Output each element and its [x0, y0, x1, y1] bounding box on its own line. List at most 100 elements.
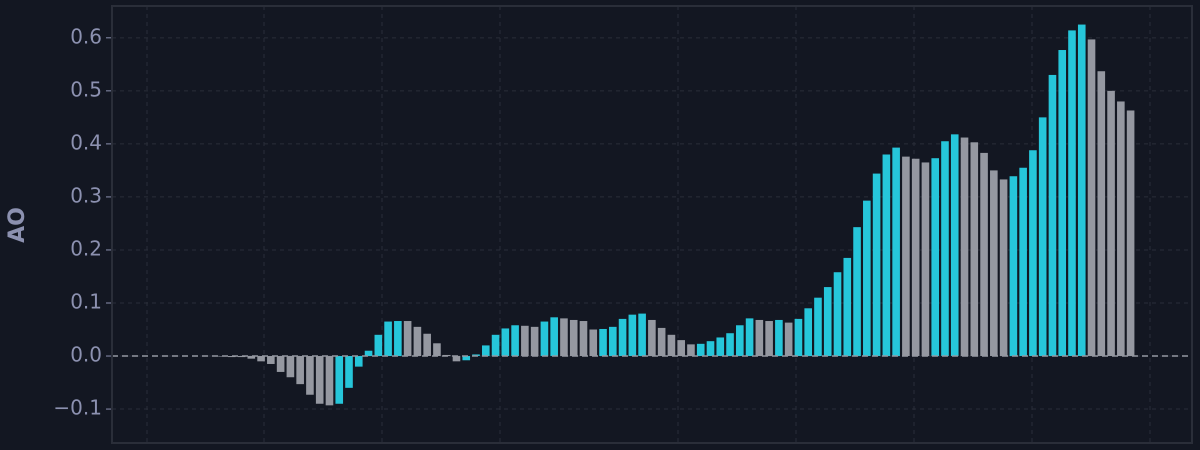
bar: [911, 158, 920, 357]
bar: [315, 356, 324, 404]
bar: [716, 337, 725, 357]
bar: [345, 356, 353, 388]
bar: [950, 134, 959, 357]
bar: [247, 356, 256, 359]
bar: [1048, 74, 1057, 357]
bar: [394, 321, 402, 357]
bar: [491, 334, 500, 357]
bar: [970, 142, 979, 357]
bar: [941, 141, 949, 357]
bar: [863, 200, 871, 357]
bar: [306, 356, 314, 395]
bar: [999, 179, 1008, 357]
bar: [325, 356, 334, 406]
bar: [618, 318, 627, 357]
bar: [1068, 30, 1076, 357]
bar: [980, 152, 988, 357]
bar: [423, 333, 431, 357]
bar: [1087, 39, 1096, 357]
x-grid: [146, 6, 1151, 443]
bar: [902, 156, 910, 357]
bar: [960, 137, 969, 357]
bar: [696, 343, 705, 357]
bar: [755, 319, 764, 357]
bar: [1058, 50, 1067, 357]
y-tick-label: 0.0: [70, 343, 102, 367]
bar: [1009, 176, 1018, 357]
bar: [560, 318, 568, 357]
bar: [257, 356, 265, 362]
bar: [931, 158, 940, 357]
bar: [843, 257, 852, 357]
bar: [784, 322, 793, 357]
bar: [521, 325, 529, 357]
bar: [540, 321, 549, 357]
bar: [726, 333, 734, 357]
bar: [227, 356, 236, 358]
bar: [823, 287, 832, 357]
bar: [481, 345, 490, 357]
bar: [706, 341, 715, 357]
bar: [530, 326, 539, 357]
bar: [804, 308, 812, 357]
y-tick-label: −0.1: [53, 396, 102, 420]
bar: [1019, 167, 1027, 357]
bar: [296, 356, 304, 385]
bar: [628, 314, 637, 357]
bar: [736, 325, 744, 357]
bar: [433, 343, 441, 357]
bar: [765, 321, 773, 357]
y-tick-label: 0.6: [70, 24, 102, 48]
bar: [569, 319, 578, 357]
y-tick-label: 0.3: [70, 183, 102, 207]
plot-border: [111, 5, 1193, 444]
bar: [413, 326, 422, 357]
y-axis-label: AO: [5, 207, 30, 243]
bar: [648, 319, 656, 357]
bar: [1126, 110, 1135, 357]
bar: [775, 319, 783, 357]
bar: [462, 356, 471, 361]
bar: [452, 356, 461, 362]
bar: [814, 297, 822, 357]
y-tick-label: 0.5: [70, 77, 102, 101]
bar: [745, 318, 754, 357]
y-tick-label: 0.1: [70, 289, 102, 313]
bar: [472, 354, 480, 357]
bar: [550, 317, 558, 357]
bar: [599, 328, 607, 357]
bar: [1107, 90, 1115, 357]
bar: [384, 321, 392, 357]
bar: [364, 350, 373, 357]
bar: [677, 340, 685, 357]
bar: [511, 325, 519, 357]
bar: [833, 272, 842, 357]
bar: [921, 162, 930, 357]
bar: [853, 227, 861, 357]
bar: [1038, 117, 1047, 357]
bar: [267, 356, 275, 364]
bar: [501, 328, 510, 357]
bar: [403, 321, 412, 357]
bar: [882, 154, 891, 357]
bar: [276, 356, 285, 372]
bar: [872, 173, 881, 357]
bar: [657, 327, 666, 357]
bar: [335, 356, 344, 404]
bar: [990, 170, 998, 357]
bar: [237, 356, 246, 358]
bar: [589, 329, 598, 357]
bar: [609, 326, 617, 357]
bar: [374, 334, 383, 357]
bar: [354, 356, 363, 367]
bar: [1077, 24, 1086, 357]
bar: [667, 334, 676, 357]
bar: [1117, 101, 1125, 357]
bar: [286, 356, 295, 378]
bar: [1097, 71, 1106, 357]
y-tick-label: 0.4: [70, 130, 102, 154]
bar: [687, 344, 695, 357]
bar: [579, 321, 588, 357]
bar: [794, 318, 803, 357]
